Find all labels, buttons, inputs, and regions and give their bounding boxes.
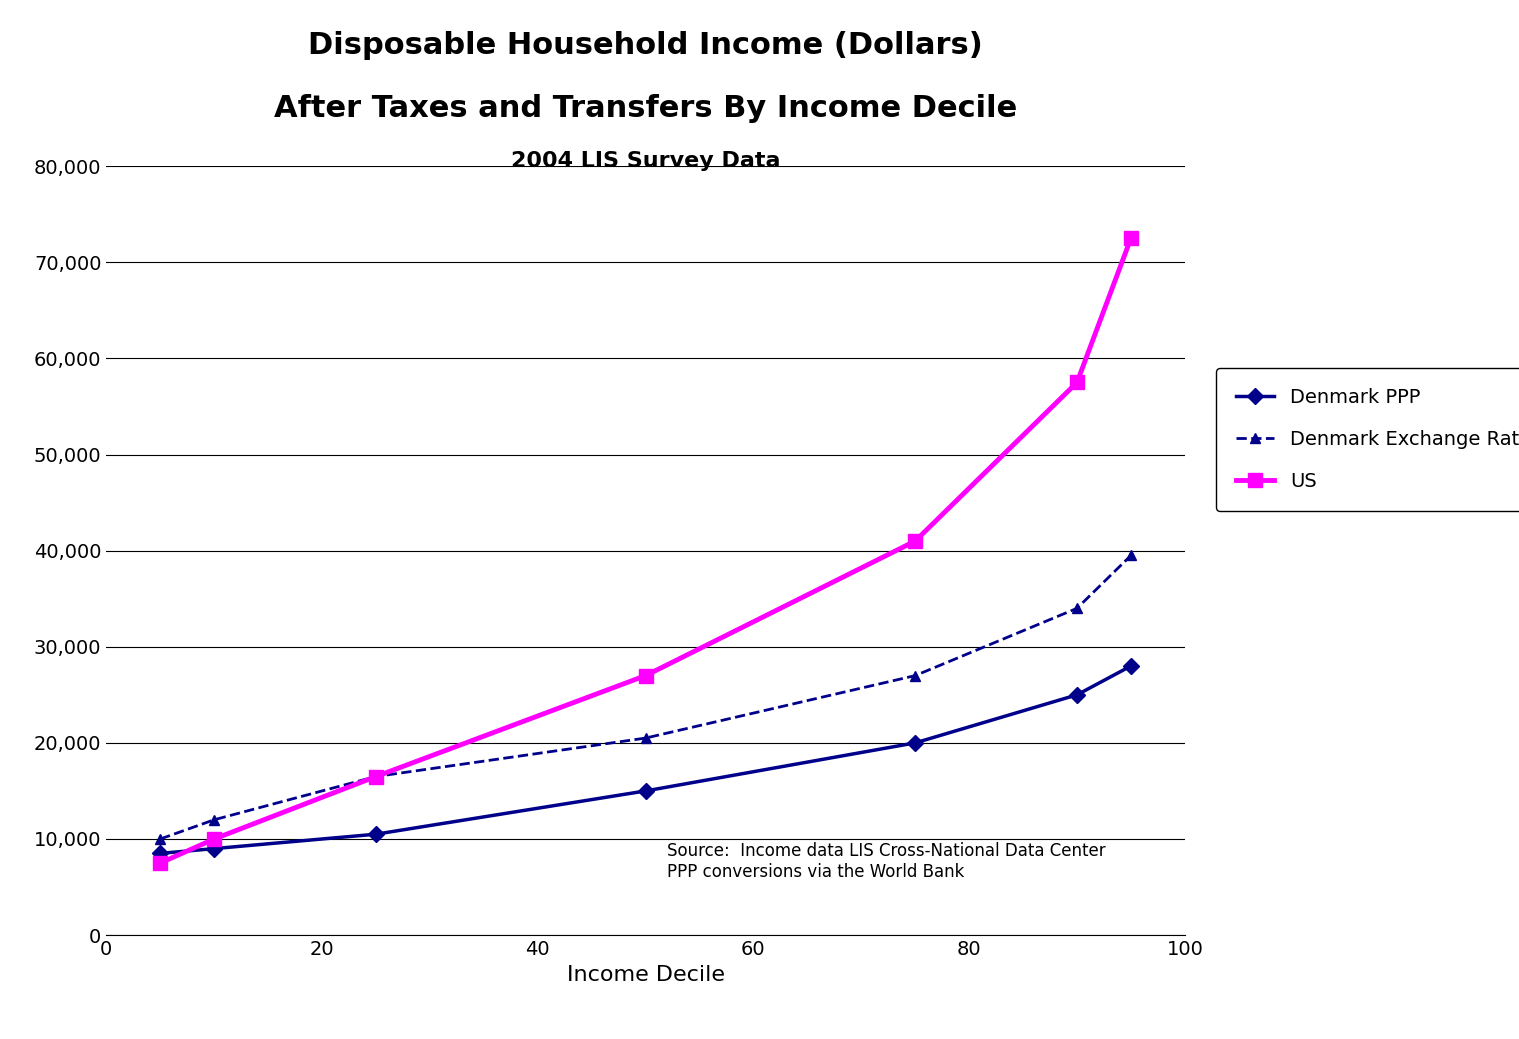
Text: 2004 LIS Survey Data: 2004 LIS Survey Data <box>510 151 781 170</box>
Denmark PPP <box>150 847 170 859</box>
Denmark PPP <box>1121 660 1139 672</box>
Denmark Exchange Rate <box>205 814 223 826</box>
US <box>905 535 924 548</box>
Denmark Exchange Rate <box>636 731 655 744</box>
Denmark Exchange Rate <box>1068 602 1086 614</box>
Text: Source:  Income data LIS Cross-National Data Center
PPP conversions via the Worl: Source: Income data LIS Cross-National D… <box>667 843 1106 881</box>
Denmark PPP <box>205 843 223 855</box>
X-axis label: Income Decile: Income Decile <box>567 964 725 985</box>
US <box>205 833 223 846</box>
US <box>150 857 170 870</box>
US <box>1068 376 1086 389</box>
US <box>636 669 655 682</box>
Denmark PPP <box>636 784 655 797</box>
Denmark PPP <box>1068 689 1086 701</box>
US <box>1121 232 1139 244</box>
Line: Denmark Exchange Rate: Denmark Exchange Rate <box>155 551 1136 844</box>
Denmark Exchange Rate <box>150 833 170 846</box>
US <box>366 770 384 782</box>
Denmark Exchange Rate <box>366 770 384 782</box>
Text: Disposable Household Income (Dollars): Disposable Household Income (Dollars) <box>308 31 983 60</box>
Denmark PPP <box>905 737 924 749</box>
Denmark Exchange Rate <box>905 669 924 682</box>
Denmark PPP <box>366 828 384 841</box>
Denmark Exchange Rate <box>1121 550 1139 562</box>
Text: After Taxes and Transfers By Income Decile: After Taxes and Transfers By Income Deci… <box>273 94 1018 123</box>
Line: Denmark PPP: Denmark PPP <box>155 661 1136 859</box>
Line: US: US <box>153 232 1138 870</box>
Legend: Denmark PPP, Denmark Exchange Rate, US: Denmark PPP, Denmark Exchange Rate, US <box>1217 368 1519 511</box>
